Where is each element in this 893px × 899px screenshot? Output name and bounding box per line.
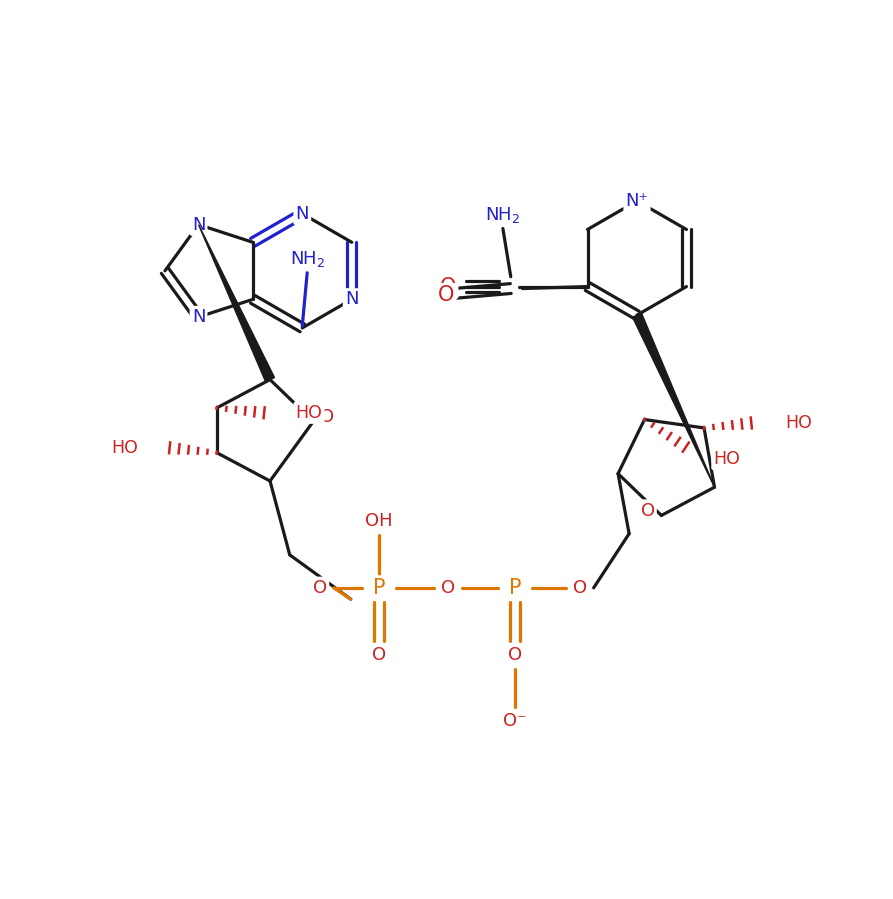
Text: NH$_2$: NH$_2$ bbox=[289, 249, 325, 269]
Polygon shape bbox=[198, 225, 274, 382]
Text: N: N bbox=[192, 216, 205, 234]
Text: HO: HO bbox=[714, 450, 740, 468]
Text: P: P bbox=[509, 578, 522, 598]
Text: N⁺: N⁺ bbox=[626, 191, 648, 210]
Text: OH: OH bbox=[365, 512, 393, 530]
Polygon shape bbox=[632, 313, 714, 487]
Text: O⁻: O⁻ bbox=[503, 712, 527, 730]
Text: O: O bbox=[438, 286, 454, 306]
Text: O: O bbox=[441, 579, 455, 597]
Text: O: O bbox=[320, 408, 334, 426]
Text: O: O bbox=[572, 579, 587, 597]
Text: HO: HO bbox=[296, 404, 322, 422]
Text: N: N bbox=[192, 308, 205, 326]
Text: N: N bbox=[296, 205, 309, 223]
Text: O: O bbox=[313, 579, 327, 597]
Text: O: O bbox=[508, 645, 522, 663]
Text: N: N bbox=[345, 290, 358, 308]
Text: O: O bbox=[439, 277, 456, 297]
Text: HO: HO bbox=[785, 414, 812, 432]
Text: O: O bbox=[640, 502, 655, 520]
Text: NH$_2$: NH$_2$ bbox=[485, 205, 521, 225]
Text: P: P bbox=[372, 578, 385, 598]
Text: O: O bbox=[372, 645, 386, 663]
Text: HO: HO bbox=[112, 439, 138, 457]
